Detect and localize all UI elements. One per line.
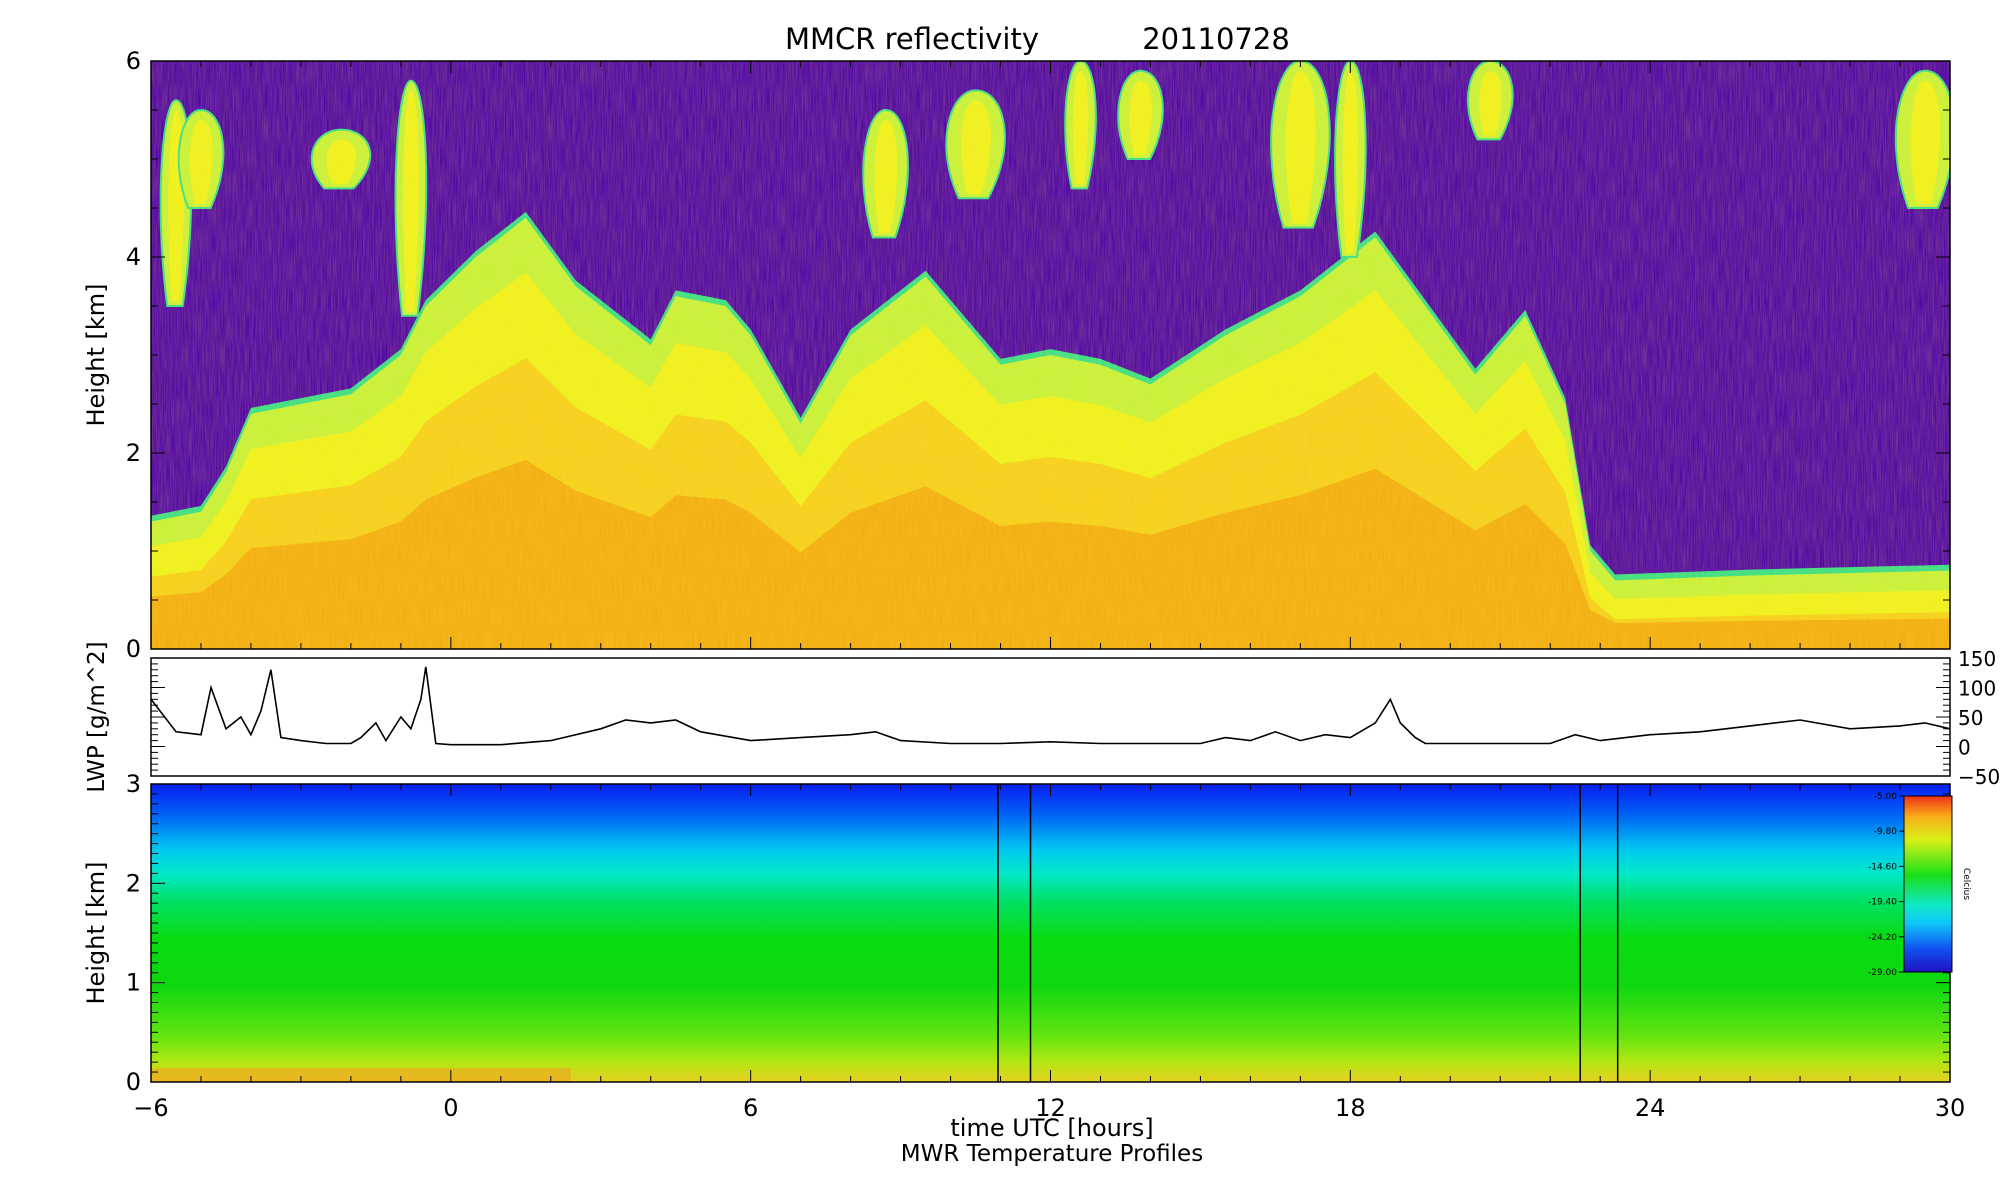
- lwp-ticks: 150 100 50 0 −50: [151, 647, 2000, 789]
- lwp-series-line: [150, 666, 1951, 746]
- colorbar-tick-label: -29.00: [1868, 968, 1897, 978]
- colorbar-tick-label: -14.60: [1868, 862, 1897, 872]
- y-tick-label: 100: [1958, 677, 1996, 701]
- reflectivity-plot: [151, 61, 1950, 649]
- colorbar-gradient: [1903, 795, 1953, 973]
- bottom-title: MWR Temperature Profiles: [901, 1141, 1203, 1167]
- temperature-field: [151, 784, 1950, 1082]
- x-tick-label: −6: [133, 1094, 168, 1122]
- x-tick-label: 0: [443, 1094, 458, 1122]
- y-tick-label: −50: [1958, 765, 2000, 789]
- y-tick-label: 150: [1958, 647, 1996, 671]
- x-tick-label: 12: [1035, 1094, 1066, 1122]
- y-tick-label: 6: [126, 47, 141, 75]
- x-tick-label: 30: [1935, 1094, 1966, 1122]
- chart-title: MMCR reflectivity: [785, 22, 1039, 56]
- temperature-plot: [151, 784, 1950, 1082]
- colorbar-tick-label: -9.80: [1874, 827, 1898, 837]
- lwp-frame: [150, 657, 1951, 777]
- temperature-warm-surface: [151, 1068, 571, 1082]
- reflectivity-panel: 0 2 4 6 Height [km]: [82, 47, 1951, 663]
- y-tick-label: 2: [126, 869, 141, 897]
- y-tick-label: 2: [126, 439, 141, 467]
- y-tick-label: 3: [126, 770, 141, 798]
- colorbar-tick-label: -19.40: [1868, 898, 1897, 908]
- reflectivity-ticks: 0 2 4 6: [126, 47, 1951, 663]
- x-tick-label: 24: [1635, 1094, 1666, 1122]
- y-tick-label: 50: [1958, 706, 1983, 730]
- y-tick-label: 4: [126, 243, 141, 271]
- colorbar-label: Celcius: [1961, 868, 1971, 900]
- y-tick-label: 0: [126, 635, 141, 663]
- chart-date: 20110728: [1142, 22, 1290, 56]
- reflectivity-texture: [151, 61, 1950, 649]
- reflectivity-y-axis-label: Height [km]: [82, 284, 110, 427]
- colorbar-tick-label: -24.20: [1868, 933, 1897, 943]
- x-axis-label: time UTC [hours]: [950, 1114, 1153, 1142]
- x-tick-label: 6: [743, 1094, 758, 1122]
- y-tick-label: 0: [1958, 736, 1971, 760]
- lwp-y-axis-label: LWP [g/m^2]: [84, 641, 110, 792]
- lwp-panel: 150 100 50 0 −50 LWP [g/m^2]: [84, 641, 2000, 792]
- temperature-colorbar: -5.00 -9.80 -14.60 -19.40 -24.20 -29.00 Celciu…: [1868, 792, 1971, 978]
- y-tick-label: 1: [126, 969, 141, 997]
- colorbar-tick-label: -5.00: [1874, 792, 1898, 802]
- temperature-y-axis-label: Height [km]: [82, 862, 110, 1005]
- y-tick-label: 0: [126, 1068, 141, 1096]
- x-tick-label: 18: [1335, 1094, 1366, 1122]
